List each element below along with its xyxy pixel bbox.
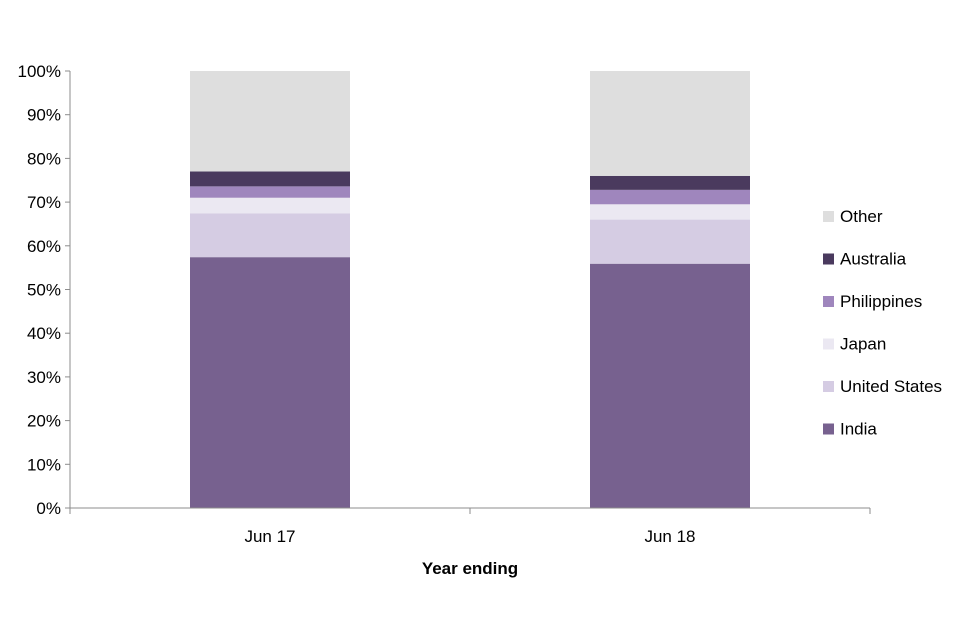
bar-segment-japan bbox=[190, 197, 350, 214]
x-tick-label: Jun 17 bbox=[244, 527, 295, 546]
x-tick-label: Jun 18 bbox=[644, 527, 695, 546]
y-tick-label: 20% bbox=[27, 412, 61, 431]
legend-item-united-states: United States bbox=[823, 377, 942, 396]
legend-swatch bbox=[823, 211, 834, 222]
y-tick-label: 40% bbox=[27, 324, 61, 343]
legend-label: India bbox=[840, 420, 877, 439]
legend-item-other: Other bbox=[823, 207, 883, 226]
bar-segment-united-states bbox=[190, 213, 350, 258]
legend-swatch bbox=[823, 338, 834, 350]
legend-swatch bbox=[823, 296, 834, 307]
legend-label: Australia bbox=[840, 250, 907, 269]
legend-label: Japan bbox=[840, 335, 886, 354]
legend-swatch bbox=[823, 253, 834, 265]
x-axis-title: Year ending bbox=[422, 559, 518, 578]
bar-segment-japan bbox=[590, 204, 750, 220]
bar-segment-other bbox=[590, 71, 750, 176]
bar-segment-australia bbox=[190, 171, 350, 187]
y-tick-label: 10% bbox=[27, 455, 61, 474]
bars-layer bbox=[190, 71, 750, 508]
bar-segment-australia bbox=[590, 175, 750, 190]
bar-segment-united-states bbox=[590, 219, 750, 264]
y-tick-label: 70% bbox=[27, 193, 61, 212]
legend-label: Philippines bbox=[840, 292, 922, 311]
legend-item-india: India bbox=[823, 420, 877, 439]
y-tick-label: 30% bbox=[27, 368, 61, 387]
legend-label: Other bbox=[840, 207, 883, 226]
y-axis-ticks: 0% 10% 20% 30% 40% 50% 60% 70% 80% 90% 100% bbox=[18, 62, 70, 518]
y-tick-label: 80% bbox=[27, 149, 61, 168]
legend: Other Australia Philippines Japan United Sta… bbox=[823, 207, 942, 439]
y-tick-label: 60% bbox=[27, 237, 61, 256]
bar-segment-india bbox=[590, 263, 750, 508]
bar-segment-india bbox=[190, 257, 350, 508]
bar-segment-philippines bbox=[190, 186, 350, 198]
legend-label: United States bbox=[840, 377, 942, 396]
x-axis-ticks: Jun 17 Jun 18 bbox=[69, 508, 871, 546]
bar-segment-other bbox=[190, 71, 350, 172]
bar-segment-philippines bbox=[590, 189, 750, 205]
y-tick-label: 0% bbox=[36, 499, 61, 518]
legend-swatch bbox=[823, 423, 834, 435]
legend-swatch bbox=[823, 381, 834, 392]
y-tick-label: 100% bbox=[18, 62, 61, 81]
y-tick-label: 50% bbox=[27, 281, 61, 300]
legend-item-australia: Australia bbox=[823, 250, 907, 269]
legend-item-japan: Japan bbox=[823, 335, 886, 354]
legend-item-philippines: Philippines bbox=[823, 292, 922, 311]
y-tick-label: 90% bbox=[27, 106, 61, 125]
